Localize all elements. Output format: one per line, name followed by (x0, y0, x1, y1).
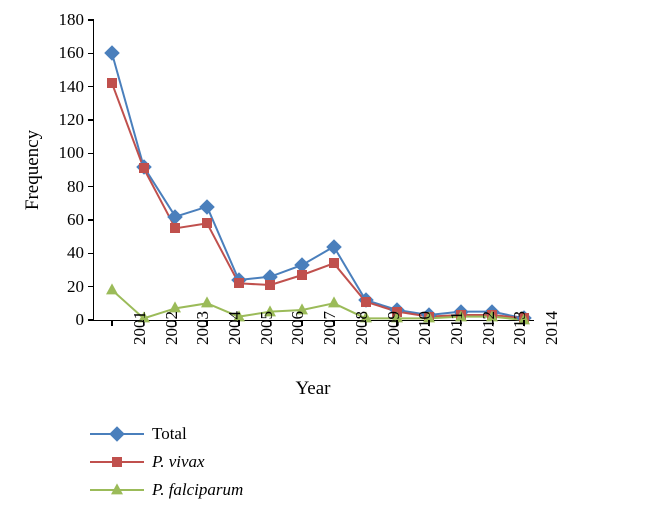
series-line-p-vivax (112, 83, 524, 318)
legend-item-p-vivax: P. vivax (90, 448, 243, 476)
y-tick-label: 180 (59, 10, 85, 30)
square-marker (361, 297, 371, 307)
y-tick (88, 186, 94, 188)
y-tick (88, 153, 94, 155)
y-tick (88, 219, 94, 221)
x-tick-label: 2014 (524, 311, 562, 345)
square-marker (107, 78, 117, 88)
legend-label: P. vivax (152, 452, 205, 472)
y-tick-label: 0 (76, 310, 85, 330)
y-tick-label: 140 (59, 77, 85, 97)
malaria-frequency-chart: 020406080100120140160180 200120022003200… (0, 0, 652, 515)
legend-sample (90, 424, 144, 444)
square-marker (234, 278, 244, 288)
y-tick-label: 80 (67, 177, 84, 197)
plot-area: 020406080100120140160180 200120022003200… (93, 20, 534, 321)
legend-label: Total (152, 424, 187, 444)
square-marker (297, 270, 307, 280)
square-marker (265, 280, 275, 290)
square-marker (329, 258, 339, 268)
y-tick (88, 119, 94, 121)
y-tick-label: 20 (67, 277, 84, 297)
legend-item-total: Total (90, 420, 243, 448)
triangle-marker (106, 283, 118, 294)
y-tick (88, 253, 94, 255)
y-tick-label: 40 (67, 243, 84, 263)
x-axis-label: Year (295, 378, 330, 400)
y-tick-label: 60 (67, 210, 84, 230)
y-tick (88, 86, 94, 88)
legend-sample (90, 452, 144, 472)
legend-sample (90, 480, 144, 500)
square-marker (202, 218, 212, 228)
triangle-marker (201, 297, 213, 308)
square-marker (170, 223, 180, 233)
triangle-marker (328, 297, 340, 308)
triangle-marker (111, 483, 123, 494)
legend-item-p-falciparum: P. falciparum (90, 476, 243, 504)
square-marker (112, 457, 122, 467)
y-tick-label: 160 (59, 43, 85, 63)
y-tick (88, 286, 94, 288)
legend: Total P. vivax P. falciparum (90, 420, 243, 504)
series-lines-layer (94, 20, 534, 320)
y-tick-label: 120 (59, 110, 85, 130)
y-tick-label: 100 (59, 143, 85, 163)
y-tick (88, 19, 94, 21)
square-marker (139, 163, 149, 173)
y-tick (88, 319, 94, 321)
legend-label: P. falciparum (152, 480, 243, 500)
y-axis-label: Frequency (22, 130, 44, 210)
series-line-total (112, 53, 524, 318)
diamond-marker (109, 426, 125, 442)
y-tick (88, 53, 94, 55)
